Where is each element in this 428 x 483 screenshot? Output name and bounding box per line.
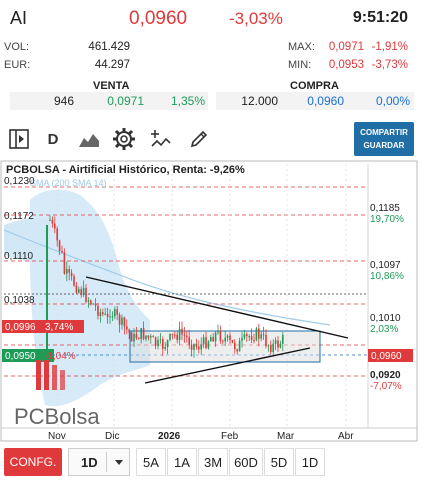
max-value: 0,0971 [328,41,364,53]
period-1d-button[interactable]: 1D [295,448,325,476]
tag-0950-pct: -1,04% [44,351,76,362]
level-1185: 0,1185 [370,203,400,214]
x-label-abr: Abr [338,431,354,442]
pcbolsa-logo: PCBolsa [14,360,100,429]
level-0920: 0,0920 [370,370,401,381]
x-label-dic: Dic [105,431,119,442]
volume-value: 461.429 [88,41,130,53]
level-1010-pct: 2,03% [370,324,398,335]
watermark-text: PCBolsa [14,404,100,429]
indicator-icon[interactable] [148,126,174,152]
buy-qty: 12.000 [241,94,278,108]
min-value: 0,0953 [328,59,364,71]
level-1097: 0,1097 [370,260,401,271]
select-divider [106,452,107,472]
buy-header: COMPRA [290,80,339,92]
min-pct: -3,73% [371,59,408,71]
level-0920-pct: -7,07% [370,381,402,392]
sell-pct: 1,35% [170,94,205,108]
x-label-mar: Mar [277,431,295,442]
volume-label: VOL: [4,41,30,53]
tag-0996-pct: 3,74% [45,322,73,333]
sma-legend: SMA (200 SMA 14) [30,178,107,188]
chart-title: PCBOLSA - Airtificial Histórico, Renta: … [6,164,245,176]
min-label: MIN: [288,59,312,71]
x-label-2026: 2026 [158,431,181,442]
ticker-symbol: AI [10,8,28,28]
level-1185-pct: 19,70% [370,214,404,225]
chevron-down-icon [115,460,123,465]
tag-0950: 0,0950 [5,351,36,362]
config-button[interactable]: CONFG. [4,448,62,476]
period-5a-button[interactable]: 5A [136,448,166,476]
quote-time: 9:51:20 [352,9,408,26]
buy-price: 0,0960 [307,94,344,108]
x-label-feb: Feb [221,431,239,442]
period-d-button[interactable]: D [47,130,59,148]
sell-header: VENTA [93,80,130,92]
panel-toggle-icon[interactable] [6,126,32,152]
x-label-nov: Nov [48,431,66,442]
max-pct: -1,91% [371,41,408,53]
share-save-button[interactable]: COMPARTIR GUARDAR [354,122,414,156]
y-label-1110: 0,1110 [4,251,34,262]
y-label-1172: 0,1172 [4,211,34,222]
price-chart[interactable]: PCBOLSA - Airtificial Histórico, Renta: … [0,160,418,442]
buy-box [216,92,414,110]
gear-icon[interactable] [111,126,137,152]
area-chart-icon[interactable] [76,126,102,152]
sell-qty: 946 [53,94,74,108]
eur-label: EUR: [4,59,31,71]
save-label: GUARDAR [363,141,405,150]
y-label-1230: 0,1230 [4,176,35,187]
level-1010: 0,1010 [370,313,401,324]
max-label: MAX: [288,41,315,53]
share-label: COMPARTIR [360,128,408,137]
last-price: 0,0960 [129,8,188,29]
pencil-icon[interactable] [186,126,212,152]
interval-value: 1D [81,454,98,470]
candlestick-series [49,215,284,358]
tag-0996: 0,0996 [5,322,36,333]
sell-price: 0,0971 [107,94,144,108]
period-3m-button[interactable]: 3M [198,448,228,476]
period-1a-button[interactable]: 1A [167,448,197,476]
y-label-1038: 0,1038 [4,295,35,306]
period-5d-button[interactable]: 5D [264,448,294,476]
level-1097-pct: 10,86% [370,271,404,282]
eur-value: 44.297 [94,59,130,71]
current-price-tag: 0,0960 [371,351,402,362]
sell-box [10,92,208,110]
price-change: -3,03% [229,9,283,28]
buy-pct: 0,00% [375,94,410,108]
interval-select[interactable]: 1D [68,448,130,476]
period-60d-button[interactable]: 60D [229,448,263,476]
